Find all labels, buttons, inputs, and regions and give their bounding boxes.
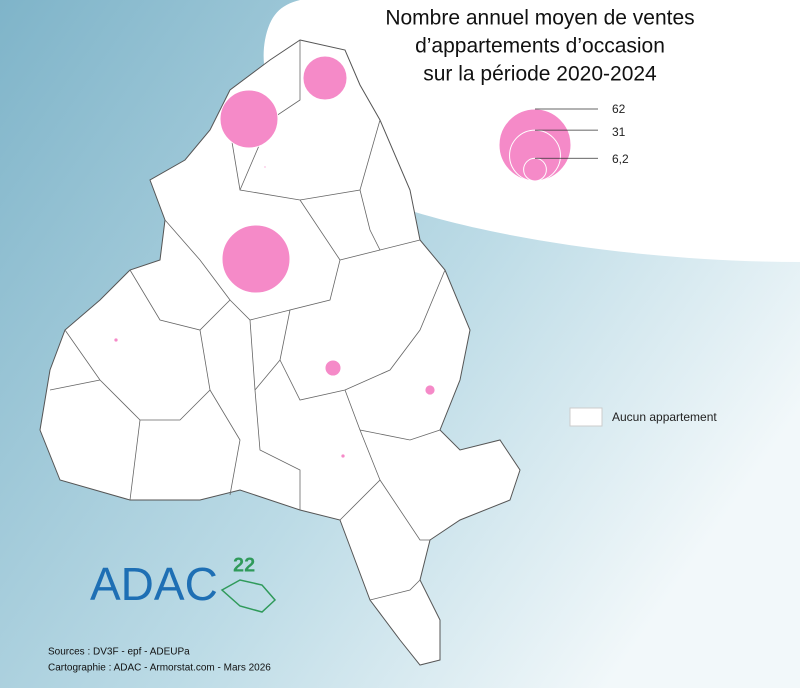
title-line: d’appartements d’occasion [415,35,665,58]
logo-number: 22 [233,554,255,576]
sources: Sources : DV3F - epf - ADEUPa [48,647,190,658]
bubble [113,337,119,343]
legend-swatch [569,407,603,427]
bubble [340,453,346,459]
logo: ADAC 22 [90,554,277,613]
legend-label: Aucun appartement [612,410,717,424]
legend-circle [523,157,547,182]
commune-borders [49,40,446,601]
bubble [263,165,267,169]
bubble [302,55,348,101]
logo-text: ADAC [90,558,218,610]
title-line: sur la période 2020-2024 [423,63,657,86]
legend-value: 31 [612,125,626,139]
territory [39,39,521,666]
credits: Cartographie : ADAC - Armorstat.com - Ma… [48,663,271,674]
bubble [221,224,291,294]
bubble [324,359,342,377]
bubble [424,384,436,396]
title-line: Nombre annuel moyen de ventes [385,7,694,30]
bubble [219,89,279,149]
logo-shape [220,579,277,613]
legend-value: 6,2 [612,152,629,166]
legend-value: 62 [612,102,626,116]
